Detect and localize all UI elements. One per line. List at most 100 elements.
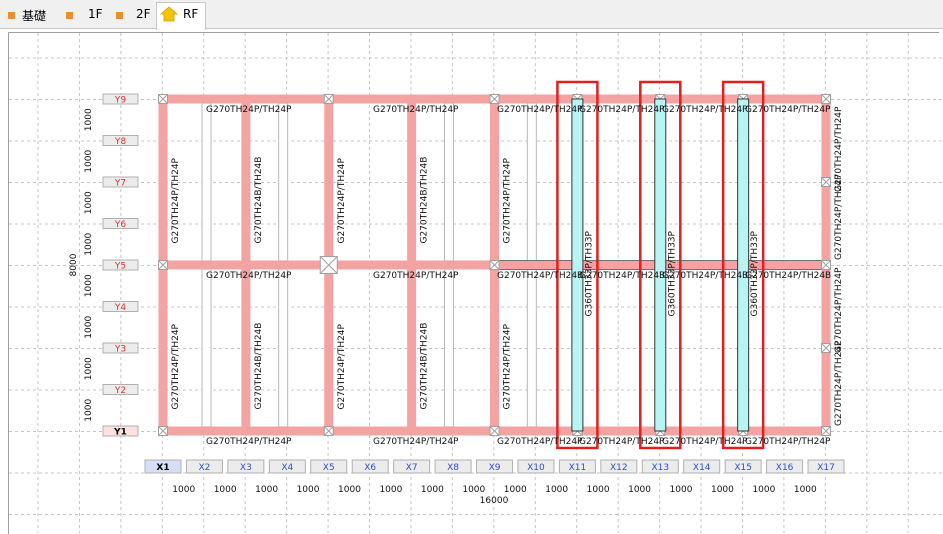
beam	[278, 102, 289, 262]
axis-y-label: Y8	[114, 137, 126, 147]
beam	[158, 265, 168, 431]
beam-label: G270TH24P/TH24P	[373, 271, 459, 281]
beam	[443, 268, 454, 428]
axis-x-label-box	[393, 459, 431, 474]
axis-y-label-box	[102, 135, 139, 146]
tab-foundation[interactable]: 基礎	[0, 3, 56, 27]
axis-x-label-box	[310, 459, 348, 474]
beam-label: G270TH24P/TH24P	[171, 157, 181, 243]
beam	[407, 265, 417, 431]
selection-highlight-box	[721, 80, 765, 450]
beam	[324, 265, 334, 431]
axis-x-label: X14	[693, 463, 711, 473]
beam-label: G270TH24P/TH24P	[662, 105, 748, 115]
dimension-x-label: 1000	[545, 485, 568, 495]
beam	[571, 98, 584, 432]
dimension-x-label: 1000	[214, 485, 237, 495]
axis-x-label-box	[766, 459, 804, 474]
axis-x-label: X8	[447, 463, 459, 473]
node-marker	[821, 177, 831, 187]
beam-label: G270TH24P/TH24P	[497, 105, 583, 115]
beam-label: G270TH24P/TH24B	[497, 271, 583, 281]
dimension-x-label: 1000	[752, 485, 775, 495]
axis-x-label: X17	[817, 463, 835, 473]
dimension-x-label: 1000	[711, 485, 734, 495]
beam	[407, 99, 417, 265]
axis-x-label-box	[641, 459, 679, 474]
beam-label: G270TH24P/TH24P	[373, 437, 459, 447]
beam-label: G270TH24P/TH24P	[662, 437, 748, 447]
dimension-x-label: 1000	[172, 485, 195, 495]
axis-x-label: X9	[489, 463, 501, 473]
beam	[158, 99, 168, 265]
dimension-x-label: 1000	[297, 485, 320, 495]
node-marker	[323, 94, 334, 104]
tab-label: 1F	[88, 7, 103, 21]
axis-x-label-box	[434, 459, 472, 474]
axis-x-label: X7	[406, 463, 418, 473]
beam-label: G270TH24P/TH24P	[373, 105, 459, 115]
beam	[737, 98, 750, 432]
node-marker	[821, 94, 831, 104]
beam	[278, 268, 289, 428]
tab-1f[interactable]: 1F	[58, 3, 106, 27]
dimension-y-label: 1000	[84, 108, 94, 131]
dimension-x-label: 1000	[504, 485, 527, 495]
node-marker	[489, 426, 500, 436]
beam-label: G270TH24P/TH24P	[171, 323, 181, 409]
beam-label: G270TH24P/TH24P	[579, 105, 665, 115]
beam-label: G270TH24B/TH24B	[420, 157, 430, 244]
axis-x-label: X4	[281, 463, 293, 473]
dimension-x-label: 1000	[255, 485, 278, 495]
axis-x-label-box	[517, 459, 555, 474]
axis-y-label: Y6	[114, 220, 126, 230]
beam-label: G270TH24P/TH24P	[503, 157, 513, 243]
axis-y-label: Y1	[113, 428, 127, 438]
axis-x-label-box	[683, 459, 721, 474]
selection-highlight-box	[639, 80, 682, 450]
axis-x-label-box	[807, 459, 845, 474]
beam-label: G270TH24B/TH24B	[420, 323, 430, 410]
beam-label: G270TH24P/TH24B	[745, 271, 831, 281]
axis-x-label-box	[185, 459, 223, 474]
dimension-x-label: 1000	[421, 485, 444, 495]
axis-x-label: X15	[734, 463, 752, 473]
axis-x-label: X13	[651, 463, 669, 473]
dimension-y-label: 1000	[84, 150, 94, 173]
axis-x-label: X10	[527, 463, 545, 473]
beam-label: G270TH24P/TH24P	[834, 174, 844, 260]
tab-rf[interactable]: RF	[156, 2, 206, 30]
axis-x-label: X16	[776, 463, 794, 473]
axis-x-label: X12	[610, 463, 628, 473]
dimension-y-label: 1000	[84, 191, 94, 214]
tab-2f[interactable]: 2F	[108, 3, 156, 27]
node-marker	[489, 94, 500, 104]
axis-x-label-box	[227, 459, 265, 474]
beam-label: G270TH24P/TH24P	[497, 437, 583, 447]
beam-label-layer: G270TH24P/TH24P G270TH24P/TH24P G270TH24P/…	[171, 105, 844, 447]
background-grid	[9, 33, 943, 533]
axis-x-label: X6	[364, 463, 376, 473]
axis-x-label: X3	[240, 463, 252, 473]
node-marker	[489, 260, 500, 270]
orange-square-icon	[116, 12, 123, 19]
beam	[654, 98, 667, 432]
beam	[201, 268, 212, 428]
orange-square-icon	[66, 12, 73, 19]
axis-x-label-box	[558, 459, 596, 474]
dimension-y-label: 1000	[84, 399, 94, 422]
axis-x-label-box	[268, 459, 306, 474]
orange-square-icon	[8, 12, 15, 19]
axis-y-label: Y7	[114, 179, 126, 189]
axis-x-label: X2	[198, 463, 210, 473]
beam-label: G270TH24P/TH24P	[745, 105, 831, 115]
beam-label: G360TH33P/TH33P	[667, 230, 677, 316]
beam-label: G270TH24P/TH24P	[745, 437, 831, 447]
axis-label-layer: Y9 1000 Y8 1000 Y7 1000 Y6 1000 Y5 1000 Y4 1000 Y3 10…	[69, 93, 845, 506]
dimension-y-label: 1000	[84, 233, 94, 256]
axis-y-label-box	[102, 93, 139, 105]
axis-x-label-box	[600, 459, 638, 474]
beam-label: G270TH24P/TH24P	[834, 106, 844, 192]
beam-label: G270TH24P/TH24B	[662, 271, 748, 281]
